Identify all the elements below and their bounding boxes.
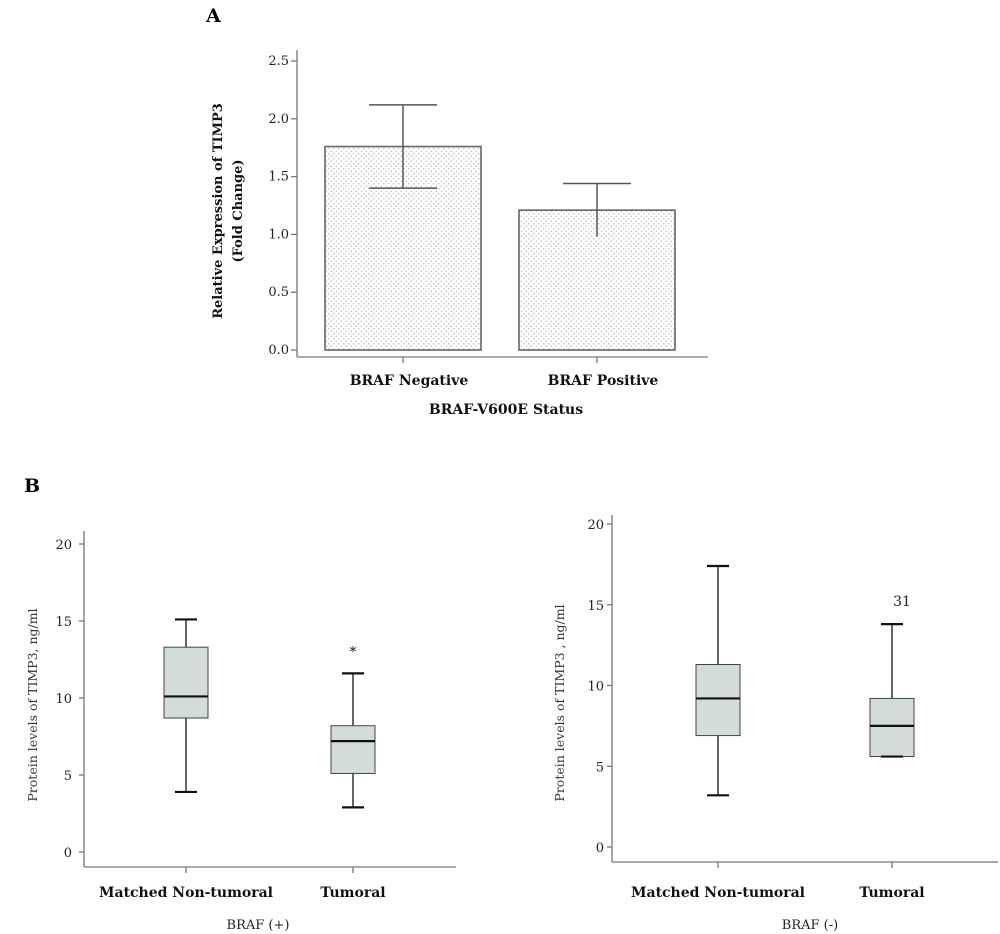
x-tick-label: Matched Non-tumoral	[631, 885, 805, 901]
panel-label-b: B	[24, 475, 40, 497]
y-axis-title-line1: Relative Expression of TIMP3	[211, 103, 226, 319]
y-tick-label: 2.0	[268, 112, 289, 127]
chart-b-left-box-plot: 0 5 10 15 20 Matched Non-tumoral Tumoral * BRAF …	[25, 531, 456, 933]
x-tick-label: BRAF Negative	[350, 373, 469, 389]
x-tick-label: Tumoral	[320, 885, 385, 901]
y-tick-label: 0	[64, 846, 72, 861]
y-tick-label: 1.5	[268, 170, 289, 185]
panel-label-a: A	[205, 5, 221, 27]
y-tick-label: 10	[55, 692, 72, 707]
box	[869, 697, 915, 758]
y-tick-label: 0	[596, 841, 604, 856]
y-tick-label: 15	[587, 599, 604, 614]
y-tick-label: 15	[55, 615, 72, 630]
y-tick-label: 5	[596, 760, 604, 775]
chart-a-bar-chart: 0.0 0.5 1.0 1.5 2.0 2.5 BRAF Negative BRAF Posi…	[211, 50, 708, 418]
y-axis-title-line2: (Fold Change)	[231, 159, 246, 262]
y-tick-label: 20	[55, 538, 72, 553]
y-tick-label: 2.5	[268, 54, 289, 69]
x-axis-title: BRAF (-)	[782, 918, 838, 933]
y-axis-title: Protein levels of TIMP3, ng/ml	[25, 608, 40, 801]
box	[695, 664, 741, 737]
x-axis-title: BRAF-V600E Status	[429, 402, 583, 418]
y-tick-label: 20	[587, 518, 604, 533]
y-tick-label: 5	[64, 769, 72, 784]
x-tick-label: Matched Non-tumoral	[99, 885, 273, 901]
x-axis-title: BRAF (+)	[227, 918, 290, 933]
outlier-label: *	[350, 644, 357, 660]
y-tick-label: 10	[587, 680, 604, 695]
x-tick-label: BRAF Positive	[548, 373, 659, 389]
y-tick-label: 1.0	[268, 227, 289, 242]
box	[163, 646, 209, 719]
chart-b-right-box-plot: 0 5 10 15 20 Matched Non-tumoral Tumoral 31 BRAF…	[552, 515, 998, 933]
y-axis-title: Protein levels of TIMP3 , ng/ml	[552, 604, 567, 801]
x-tick-label: Tumoral	[859, 885, 924, 901]
y-tick-label: 0.0	[268, 343, 289, 358]
y-tick-label: 0.5	[268, 285, 289, 300]
outlier-label: 31	[893, 594, 911, 610]
box	[330, 725, 376, 774]
